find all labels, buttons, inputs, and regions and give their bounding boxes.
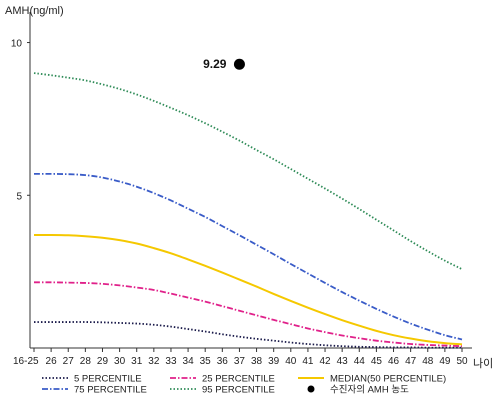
x-tick-label: 41 <box>302 356 314 367</box>
x-tick-label: 50 <box>456 356 468 367</box>
legend-label: 75 PERCENTILE <box>74 385 147 396</box>
legend-label-patient: 수진자의 AMH 농도 <box>330 385 409 396</box>
series-line-95-percentile <box>33 72 463 270</box>
x-tick-label: 39 <box>268 356 280 367</box>
x-tick-label: 47 <box>405 356 417 367</box>
x-tick-label: 28 <box>80 356 92 367</box>
x-ticks: 16-25 26 27 28 29 30 31 32 33 34 35 36 37 38 39 40 41 42 4… <box>13 348 468 367</box>
x-tick-label: 32 <box>148 356 160 367</box>
x-tick-label: 42 <box>319 356 331 367</box>
y-tick-label: 10 <box>11 39 23 50</box>
x-tick-label: 30 <box>114 356 126 367</box>
x-tick-label: 16-25 <box>13 356 39 367</box>
patient-amh-value-label: 9.29 <box>203 57 227 71</box>
x-tick-label: 45 <box>371 356 383 367</box>
series-lines <box>33 72 463 349</box>
x-tick-label: 26 <box>46 356 58 367</box>
x-tick-label: 31 <box>131 356 143 367</box>
legend: 5 PERCENTILE 25 PERCENTILE MEDIAN(50 PERCE… <box>42 374 446 396</box>
series-line-75-percentile <box>33 172 463 341</box>
x-tick-label: 48 <box>422 356 434 367</box>
x-tick-label: 36 <box>217 356 229 367</box>
legend-label: MEDIAN(50 PERCENTILE) <box>330 374 446 385</box>
series-line-25-percentile <box>33 281 463 348</box>
x-axis-title: 나이 <box>473 357 493 370</box>
axes: AMH(ng/ml) 나이 <box>5 5 493 370</box>
x-tick-label: 38 <box>251 356 263 367</box>
x-tick-label: 34 <box>183 356 195 367</box>
legend-label: 95 PERCENTILE <box>202 385 275 396</box>
legend-label: 5 PERCENTILE <box>74 374 142 385</box>
y-ticks: 5 10 <box>11 39 30 202</box>
y-axis-title: AMH(ng/ml) <box>5 5 64 17</box>
patient-amh-point <box>233 58 245 70</box>
x-tick-label: 37 <box>234 356 246 367</box>
x-tick-label: 43 <box>337 356 349 367</box>
series-line-median-50-percentile <box>33 233 463 346</box>
x-tick-label: 35 <box>200 356 212 367</box>
x-tick-label: 44 <box>354 356 366 367</box>
y-tick-label: 5 <box>16 191 22 202</box>
patient-amh-marker: 9.29 <box>203 57 245 71</box>
legend-swatch-patient <box>307 385 315 393</box>
series-line-5-percentile <box>34 321 462 349</box>
legend-label: 25 PERCENTILE <box>202 374 275 385</box>
x-tick-label: 40 <box>285 356 297 367</box>
x-tick-label: 29 <box>97 356 109 367</box>
x-tick-label: 27 <box>63 356 75 367</box>
x-tick-label: 33 <box>165 356 177 367</box>
x-tick-label: 49 <box>439 356 451 367</box>
x-tick-label: 46 <box>388 356 400 367</box>
